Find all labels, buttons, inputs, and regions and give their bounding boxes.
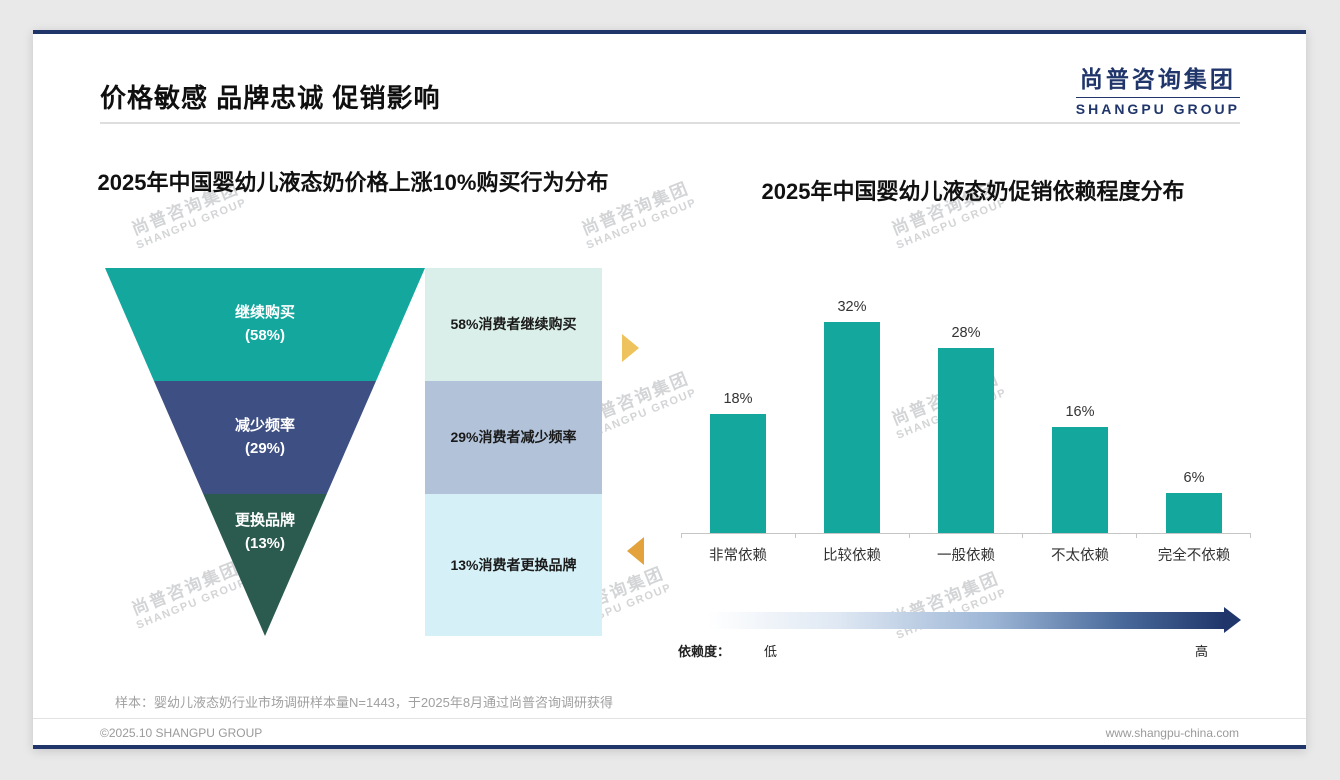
company-logo: 尚普咨询集团 SHANGPU GROUP: [1075, 60, 1240, 117]
gradient-arrowhead-icon: [1224, 607, 1241, 633]
funnel-segment-value: (29%): [244, 439, 285, 457]
category-label: 比较依赖: [823, 548, 881, 564]
category-label: 非常依赖: [709, 548, 767, 564]
funnel-annotation: 29%消费者减少频率: [425, 381, 602, 494]
watermark-en: SHANGPU GROUP: [584, 196, 699, 252]
title-underline: [100, 122, 1240, 124]
bar: [1052, 427, 1108, 533]
bar: [1166, 493, 1222, 533]
bar-column: 18%: [681, 391, 795, 533]
funnel-segment-value: (58%): [244, 326, 285, 344]
watermark-en: SHANGPU GROUP: [134, 196, 249, 252]
funnel-segment-switch: 更换品牌 (13%): [203, 494, 327, 636]
funnel-annotation: 58%消费者继续购买: [425, 268, 602, 381]
dependency-high-label: 高: [1194, 644, 1208, 659]
funnel-annotation-text: 58%消费者继续购买: [450, 316, 577, 332]
orange-left-arrow-icon: [627, 537, 644, 565]
funnel-segment-continue: 继续购买 (58%): [105, 268, 425, 381]
funnel-segment-label: 更换品牌: [234, 512, 295, 529]
bar-value-label: 32%: [837, 299, 867, 315]
funnel-segment-value: (13%): [244, 534, 285, 552]
funnel-annotation: 13%消费者更换品牌: [425, 494, 602, 636]
dependency-scale-labels: 依赖度： 低 高: [678, 641, 1253, 660]
logo-chinese-text: 尚普咨询集团: [1075, 60, 1240, 98]
bar-chart-title: 2025年中国婴幼儿液态奶促销依赖程度分布: [761, 179, 1185, 204]
gradient-bar: [708, 611, 1224, 629]
logo-english-text: SHANGPU GROUP: [1075, 101, 1240, 117]
bar-category-axis: 非常依赖 比较依赖 一般依赖 不太依赖 完全不依赖: [681, 544, 1251, 565]
funnel-segment-label: 继续购买: [234, 304, 295, 321]
bar: [824, 322, 880, 533]
bar-column: 16%: [1023, 404, 1137, 533]
dependency-scale: 依赖度： 低 高: [678, 607, 1253, 660]
category-label: 一般依赖: [937, 548, 995, 564]
copyright-text: ©2025.10 SHANGPU GROUP: [100, 726, 263, 740]
category-label: 不太依赖: [1051, 548, 1109, 564]
bar-plot-area: 18% 32% 28% 16% 6%: [681, 292, 1251, 534]
slide-card: 尚普咨询集团 SHANGPU GROUP 尚普咨询集团 SHANGPU GROUP …: [33, 30, 1306, 749]
category-label: 完全不依赖: [1157, 548, 1231, 564]
bar-chart: 18% 32% 28% 16% 6%: [681, 292, 1251, 565]
bar-column: 28%: [909, 325, 1023, 533]
bar-value-label: 6%: [1183, 470, 1205, 486]
dependency-gradient-arrow: [708, 607, 1241, 633]
dependency-axis-label: 依赖度：: [678, 644, 731, 659]
bar-value-label: 28%: [951, 325, 981, 341]
funnel-segment-label: 减少频率: [234, 417, 295, 434]
funnel-chart-title: 2025年中国婴幼儿液态奶价格上涨10%购买行为分布: [97, 170, 609, 195]
website-url: www.shangpu-china.com: [1105, 726, 1239, 740]
funnel-segment-reduce: 减少频率 (29%): [153, 381, 377, 494]
sample-footnote: 样本：婴幼儿液态奶行业市场调研样本量N=1443，于2025年8月通过尚普咨询调…: [115, 695, 614, 710]
yellow-right-arrow-icon: [622, 334, 639, 362]
bar-value-label: 18%: [723, 391, 753, 407]
footer-divider: [33, 718, 1306, 719]
bar: [938, 348, 994, 533]
bar-value-label: 16%: [1065, 404, 1095, 420]
page-title: 价格敏感 品牌忠诚 促销影响: [100, 83, 441, 113]
bar-column: 6%: [1137, 470, 1251, 533]
dependency-low-label: 低: [764, 644, 778, 659]
funnel-annotation-text: 29%消费者减少频率: [450, 429, 577, 445]
axis-ticks: [681, 534, 1251, 538]
bar: [710, 414, 766, 533]
bar-column: 32%: [795, 299, 909, 533]
funnel-chart: 继续购买 (58%) 减少频率 (29%) 更换品牌 (13%) 58%消费者继…: [105, 268, 602, 636]
funnel-annotation-text: 13%消费者更换品牌: [450, 556, 577, 573]
